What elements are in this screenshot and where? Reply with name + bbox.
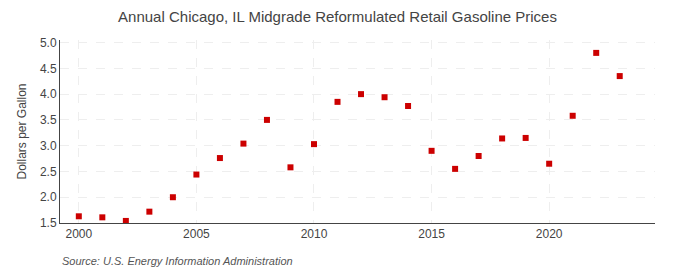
svg-text:1.5: 1.5 bbox=[40, 216, 57, 230]
svg-text:2015: 2015 bbox=[418, 227, 445, 241]
svg-text:3.5: 3.5 bbox=[40, 113, 57, 127]
svg-text:3.0: 3.0 bbox=[40, 139, 57, 153]
svg-text:2005: 2005 bbox=[183, 227, 210, 241]
svg-text:2.5: 2.5 bbox=[40, 165, 57, 179]
svg-text:2.0: 2.0 bbox=[40, 190, 57, 204]
svg-text:2000: 2000 bbox=[65, 227, 92, 241]
svg-text:Source: U.S. Energy Informatio: Source: U.S. Energy Information Administ… bbox=[62, 255, 293, 267]
svg-text:4.5: 4.5 bbox=[40, 62, 57, 76]
svg-text:Annual Chicago, IL Midgrade Re: Annual Chicago, IL Midgrade Reformulated… bbox=[118, 8, 557, 25]
svg-text:5.0: 5.0 bbox=[40, 36, 57, 50]
svg-text:4.0: 4.0 bbox=[40, 87, 57, 101]
svg-text:2020: 2020 bbox=[536, 227, 563, 241]
svg-text:Dollars per Gallon: Dollars per Gallon bbox=[15, 83, 29, 179]
svg-text:2010: 2010 bbox=[301, 227, 328, 241]
